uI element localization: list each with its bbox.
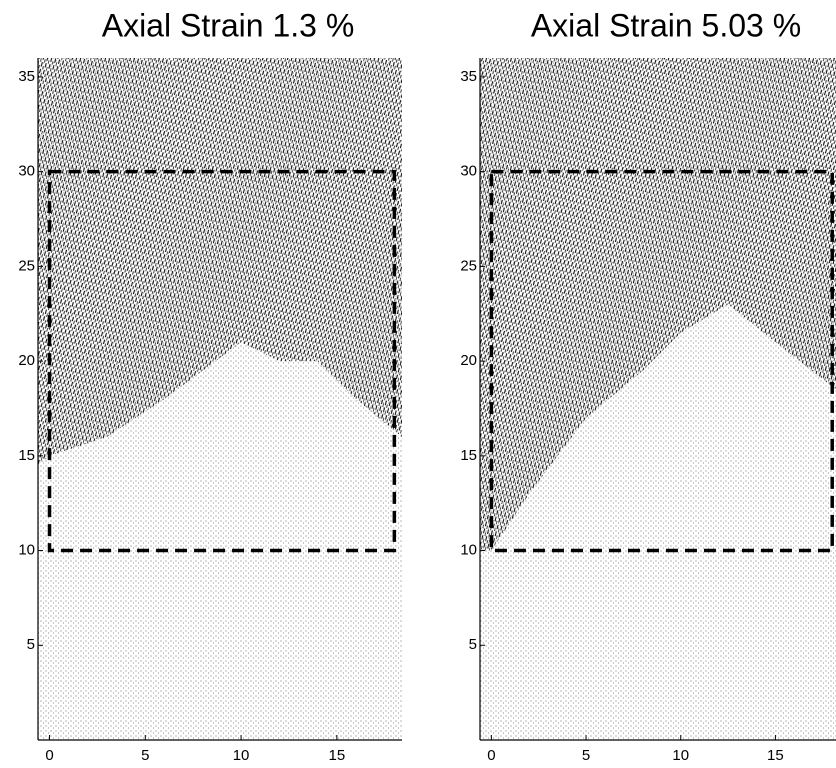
y-tick-label: 10 bbox=[18, 542, 35, 559]
y-tick-label: 25 bbox=[460, 257, 477, 274]
x-tick-label: 5 bbox=[582, 747, 590, 764]
y-tick-label: 35 bbox=[18, 68, 35, 85]
y-tick-label: 30 bbox=[460, 163, 477, 180]
x-tick-label: 0 bbox=[487, 747, 495, 764]
y-tick-label: 15 bbox=[18, 447, 35, 464]
x-tick-label: 0 bbox=[45, 747, 53, 764]
x-tick-label: 5 bbox=[141, 747, 149, 764]
x-tick-label: 10 bbox=[233, 747, 250, 764]
chart-title: Axial Strain 5.03 % bbox=[531, 7, 801, 43]
x-tick-label: 10 bbox=[672, 747, 689, 764]
y-tick-label: 15 bbox=[460, 447, 477, 464]
x-tick-label: 15 bbox=[767, 747, 784, 764]
chart-title: Axial Strain 1.3 % bbox=[102, 7, 355, 43]
y-tick-label: 30 bbox=[18, 163, 35, 180]
shear-zone bbox=[38, 58, 402, 466]
y-tick-label: 20 bbox=[18, 352, 35, 369]
x-tick-label: 15 bbox=[329, 747, 346, 764]
y-tick-label: 20 bbox=[460, 352, 477, 369]
y-tick-label: 25 bbox=[18, 257, 35, 274]
sample-box bbox=[47, 169, 397, 553]
y-tick-label: 5 bbox=[469, 636, 477, 653]
y-tick-label: 35 bbox=[460, 68, 477, 85]
y-tick-label: 10 bbox=[460, 542, 477, 559]
shear-zone bbox=[480, 58, 836, 551]
y-tick-label: 5 bbox=[27, 636, 35, 653]
